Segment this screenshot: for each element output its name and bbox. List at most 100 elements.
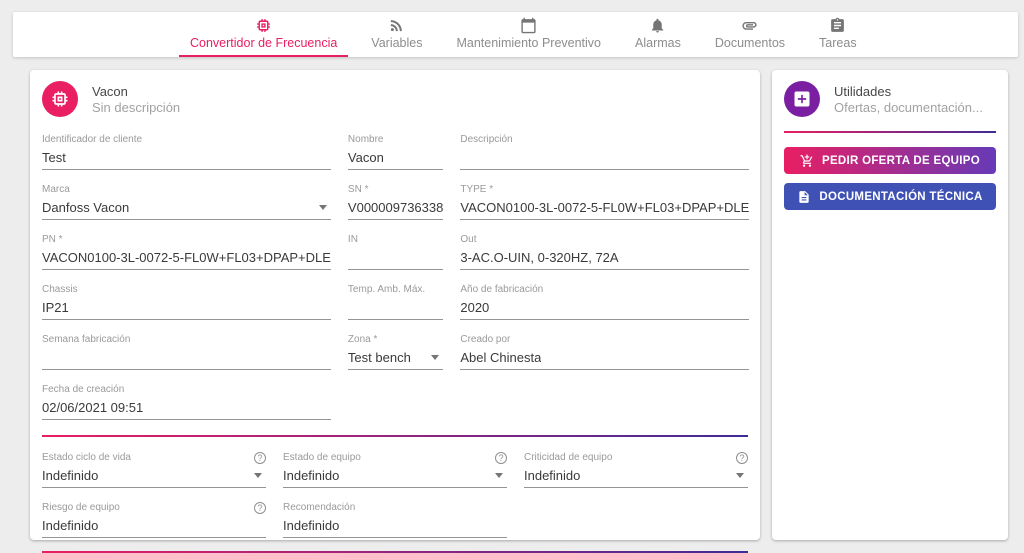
help-icon[interactable]: ? [254, 451, 266, 464]
field-label: Año de fabricación [460, 284, 544, 295]
input-pn[interactable]: VACON0100-3L-0072-5-FL0W+FL03+DPAP+DLE [42, 246, 331, 270]
select-criticidad-de-equipo[interactable]: Indefinido [524, 464, 748, 488]
field-label: IN [347, 234, 358, 245]
request-equipment-offer-label: PEDIR OFERTA DE EQUIPO [821, 154, 981, 167]
tab-variables[interactable]: Variables [354, 12, 439, 57]
help-icon[interactable]: ? [495, 451, 507, 464]
field-label-row: Out [460, 233, 749, 246]
field-marca: Marca Danfoss Vacon [42, 183, 331, 220]
field-label: Fecha de creación [42, 384, 125, 395]
document-icon [797, 190, 811, 204]
field-label: Zona * [347, 334, 378, 345]
utilities-subtitle: Ofertas, documentación... [834, 99, 983, 115]
field-recomendacion: Recomendación Indefinido [283, 501, 507, 538]
tab-label: Documentos [714, 36, 786, 50]
technical-documentation-button[interactable]: DOCUMENTACIÓN TÉCNICA [784, 183, 996, 210]
input-fecha-de-creacion[interactable]: 02/06/2021 09:51 [42, 396, 331, 420]
field-type: TYPE * VACON0100-3L-0072-5-FL0W+FL03+DPAP… [460, 183, 750, 220]
chevron-down-icon[interactable] [254, 472, 262, 478]
field-label: Nombre [347, 134, 384, 145]
input-ano-de-fabricacion[interactable]: 2020 [460, 296, 750, 320]
technical-documentation-label: DOCUMENTACIÓN TÉCNICA [819, 190, 983, 203]
tab-tareas[interactable]: Tareas [802, 12, 874, 57]
select-marca[interactable]: Danfoss Vacon [42, 196, 331, 220]
input-in[interactable] [347, 246, 444, 270]
input-temp-amb-max[interactable] [347, 296, 444, 320]
help-icon[interactable]: ? [736, 451, 748, 464]
field-value: 02/06/2021 09:51 [42, 399, 144, 415]
field-label-row: Año de fabricación [460, 283, 749, 296]
help-icon[interactable]: ? [254, 501, 266, 514]
field-temp-amb-max: Temp. Amb. Máx. [347, 283, 444, 320]
tab-convertidor-de-frecuencia[interactable]: Convertidor de Frecuencia [173, 12, 354, 57]
field-nombre: Nombre Vacon [347, 133, 444, 170]
field-value: Indefinido [42, 467, 99, 483]
field-value: 2020 [460, 299, 490, 315]
field-label-row: Chassis [42, 283, 331, 296]
cart-plus-icon [800, 154, 814, 168]
add-box-icon [792, 89, 812, 109]
field-semana-fabricacion: Semana fabricación [42, 333, 331, 370]
tab-label: Variables [371, 36, 423, 50]
clipboard-icon [829, 17, 846, 34]
input-descripcion[interactable] [460, 146, 750, 170]
input-type[interactable]: VACON0100-3L-0072-5-FL0W+FL03+DPAP+DLE [460, 196, 750, 220]
field-label-row: Temp. Amb. Máx. [348, 283, 443, 296]
field-label: Riesgo de equipo [42, 502, 120, 513]
input-chassis[interactable]: IP21 [42, 296, 331, 320]
equipment-subtitle: Sin descripción [92, 99, 181, 115]
field-value: VACON0100-3L-0072-5-FL0W+FL03+DPAP+DLE [42, 249, 331, 265]
request-equipment-offer-button[interactable]: PEDIR OFERTA DE EQUIPO [784, 147, 996, 174]
utilities-avatar [784, 81, 820, 117]
field-value [460, 150, 464, 165]
field-value: Test [42, 149, 66, 165]
tab-label: Mantenimiento Preventivo [456, 36, 602, 50]
input-out[interactable]: 3-AC.O-UIN, 0-320HZ, 72A [460, 246, 750, 270]
field-fecha-de-creacion: Fecha de creación 02/06/2021 09:51 [42, 383, 331, 420]
field-value: V000009736338 [347, 199, 444, 215]
input-recomendacion[interactable]: Indefinido [283, 514, 507, 538]
field-value [348, 250, 352, 265]
field-label: Semana fabricación [42, 334, 131, 345]
utilities-title: Utilidades [834, 83, 892, 99]
field-descripcion: Descripción [460, 133, 750, 170]
tab-bar: Convertidor de Frecuencia Variables Manten… [13, 12, 1018, 57]
chevron-down-icon[interactable] [736, 472, 744, 478]
tab-mantenimiento-preventivo[interactable]: Mantenimiento Preventivo [439, 12, 618, 57]
field-label-row: Nombre [348, 133, 443, 146]
equipment-card: Vacon Sin descripción Identificador de c… [30, 70, 760, 553]
field-label-row: Estado de equipo? [283, 451, 507, 464]
field-identificador-de-cliente: Identificador de cliente Test [42, 133, 331, 170]
chevron-down-icon[interactable] [495, 472, 503, 478]
input-nombre[interactable]: Vacon [347, 146, 444, 170]
form-section-1: Identificador de cliente Test Nombre Vacon D… [42, 133, 750, 433]
field-label: Identificador de cliente [42, 134, 143, 145]
field-label-row: PN * [42, 233, 331, 246]
select-zona[interactable]: Test bench [347, 346, 444, 370]
chevron-down-icon[interactable] [431, 354, 440, 360]
field-label-row: Semana fabricación [42, 333, 331, 346]
field-pn: PN * VACON0100-3L-0072-5-FL0W+FL03+DPAP+D… [42, 233, 331, 270]
input-creado-por[interactable]: Abel Chinesta [460, 346, 750, 370]
tab-documentos[interactable]: Documentos [698, 12, 802, 57]
utilities-divider [784, 131, 996, 133]
field-label: Marca [42, 184, 70, 195]
equipment-title: Vacon [92, 83, 128, 99]
field-ano-de-fabricacion: Año de fabricación 2020 [460, 283, 750, 320]
select-estado-ciclo-de-vida[interactable]: Indefinido [42, 464, 266, 488]
input-semana-fabricacion[interactable] [42, 346, 331, 370]
field-value [42, 350, 46, 365]
input-riesgo-de-equipo[interactable]: Indefinido [42, 514, 266, 538]
input-identificador-de-cliente[interactable]: Test [42, 146, 331, 170]
select-estado-de-equipo[interactable]: Indefinido [283, 464, 507, 488]
utilities-card-header: Utilidades Ofertas, documentación... [772, 70, 1008, 125]
field-label-row: TYPE * [460, 183, 749, 196]
tab-alarmas[interactable]: Alarmas [618, 12, 698, 57]
field-label-row: Identificador de cliente [42, 133, 331, 146]
field-label: SN * [347, 184, 369, 195]
field-sn: SN * V000009736338 [347, 183, 444, 220]
input-sn[interactable]: V000009736338 [347, 196, 444, 220]
chevron-down-icon[interactable] [318, 204, 327, 210]
field-out: Out 3-AC.O-UIN, 0-320HZ, 72A [460, 233, 750, 270]
tab-label: Alarmas [635, 36, 681, 50]
